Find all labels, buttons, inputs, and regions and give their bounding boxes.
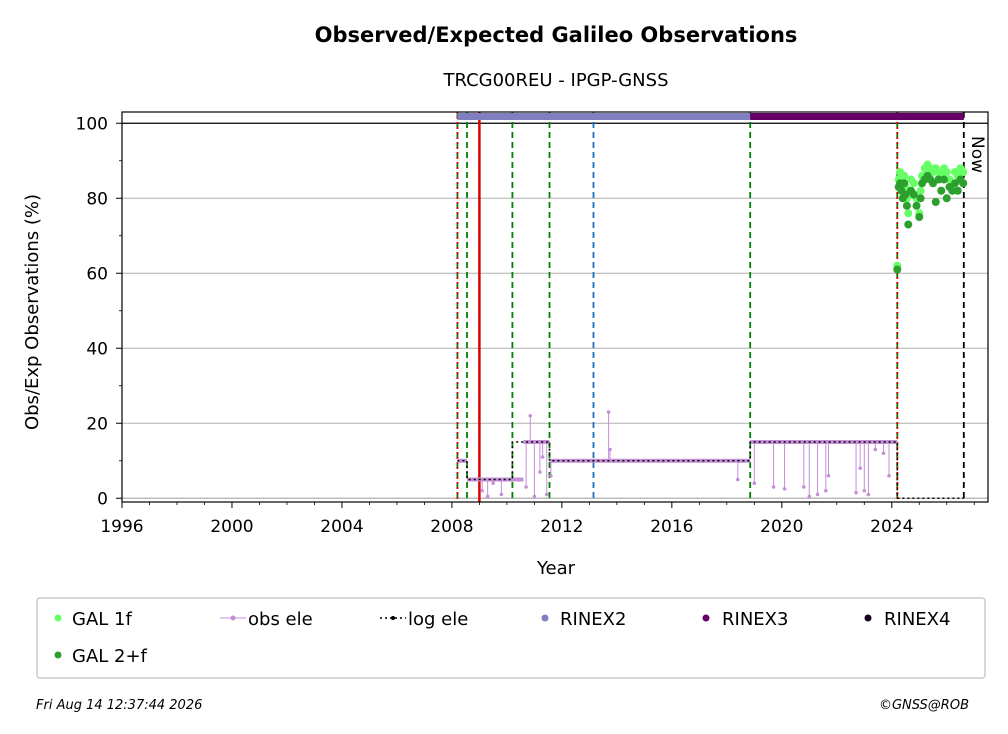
gal-2f-point [931, 198, 940, 206]
obs-ele-point [524, 485, 528, 489]
obs-ele-point [606, 410, 611, 414]
obs-ele-point [752, 481, 757, 486]
y-tick-label: 20 [86, 414, 108, 434]
legend-label-gal-1f: GAL 1f [72, 609, 132, 630]
gal-1f-point [942, 168, 951, 176]
obs-ele-point [485, 494, 490, 499]
chart-subtitle: TRCG00REU - IPGP-GNSS [442, 70, 668, 91]
legend-label-rinex2: RINEX2 [560, 609, 626, 630]
obs-ele-point [802, 485, 806, 489]
chart-title: Observed/Expected Galileo Observations [315, 23, 798, 47]
x-tick-label: 2020 [760, 517, 803, 537]
legend-marker-rinex3 [702, 614, 710, 622]
obs-ele-point [532, 494, 537, 499]
x-tick-label: 2012 [540, 517, 583, 537]
obs-ele-point [736, 477, 740, 482]
x-tick-label: 2008 [430, 517, 473, 537]
legend-marker-log-ele-dot [391, 616, 395, 620]
legend-label-gal-2f: GAL 2+f [72, 646, 148, 667]
obs-ele-point [866, 492, 871, 497]
x-tick-label: 2000 [210, 517, 253, 537]
legend-marker-rinex2 [541, 614, 549, 622]
gal-2f-point [893, 265, 902, 274]
gal-2f-point [948, 186, 957, 195]
log-ele-series [457, 441, 964, 500]
gal-2f-point [900, 179, 909, 188]
gal-2f-point [940, 175, 949, 184]
obs-ele-point [538, 470, 542, 474]
legend-label-rinex3: RINEX3 [722, 609, 788, 630]
legend-label-obs-ele: obs ele [248, 609, 313, 630]
log-ele-line [457, 441, 964, 500]
obs-ele-point [528, 413, 533, 418]
obs-ele-point [544, 492, 549, 497]
x-tick-label: 2024 [870, 517, 913, 537]
obs-ele-point [858, 466, 862, 471]
gal-1f-point [916, 186, 925, 195]
gal-2f-point [915, 213, 924, 221]
gal-series [893, 160, 968, 274]
y-tick-label: 60 [86, 264, 108, 284]
legend-marker-gal-1f [54, 614, 62, 622]
legend: GAL 1f GAL 2+f obs ele log ele RINEX2 RI… [36, 597, 986, 679]
obs-ele-point [823, 488, 828, 493]
y-tick-label: 40 [86, 339, 108, 359]
gal-2f-point [909, 190, 918, 199]
obs-ele-point [862, 488, 867, 493]
now-label: Now [967, 136, 987, 173]
obs-ele-point [782, 487, 787, 491]
gal-1f-point [900, 171, 909, 180]
obs-ele-point [499, 492, 504, 497]
x-tick-label: 2004 [320, 517, 363, 537]
footer-timestamp: Fri Aug 14 12:37:44 2026 [36, 698, 202, 713]
event-lines [456, 112, 965, 502]
obs-ele-point [807, 494, 812, 499]
y-tick-label: 0 [97, 489, 108, 509]
gal-2f-point [912, 201, 921, 210]
axes: 0 20 40 60 80 100 1996 2000 2004 2008 2012 2016 2020… [76, 114, 975, 537]
x-tick-label: 1996 [100, 517, 143, 537]
obs-ele-point [887, 473, 891, 478]
gal-2f-point [904, 220, 913, 229]
legend-marker-rinex4 [864, 614, 872, 622]
gal-1f-point [904, 209, 913, 218]
y-tick-label: 100 [76, 114, 108, 134]
legend-marker-gal-2f [54, 651, 62, 659]
obs-ele-point [881, 451, 886, 456]
legend-label-rinex4: RINEX4 [884, 609, 950, 630]
x-axis-label: Year [536, 558, 576, 579]
obs-ele-point [826, 473, 831, 478]
obs-ele-point [771, 485, 776, 489]
footer-copyright: ©GNSS@ROB [879, 698, 969, 713]
obs-ele-point [873, 447, 878, 452]
y-tick-label: 80 [86, 189, 108, 209]
obs-ele-point [815, 492, 820, 497]
gal-2f-point [937, 186, 946, 195]
obs-ele-point [549, 473, 553, 478]
gal-2f-point [902, 201, 911, 210]
gal-2f-point [959, 179, 968, 188]
obs-ele-point [540, 455, 545, 459]
gal-2f-point [934, 175, 943, 184]
legend-label-log-ele: log ele [408, 609, 468, 630]
gal-1f-point [909, 179, 918, 188]
obs-ele-point [491, 481, 495, 486]
gal-2f-point [916, 194, 925, 203]
y-axis-label: Obs/Exp Observations (%) [22, 194, 43, 430]
obs-ele-point [854, 490, 858, 495]
gal-2f-point [942, 194, 951, 203]
gal-2f-point [953, 186, 962, 195]
gridlines [122, 122, 988, 499]
legend-frame [36, 597, 986, 679]
obs-ele-point [480, 488, 484, 493]
legend-marker-obs-ele-dot [230, 615, 236, 621]
x-tick-label: 2016 [650, 517, 693, 537]
gal-1f-point [959, 168, 968, 176]
obs-ele-point [608, 447, 612, 452]
plot-area-frame [121, 111, 989, 503]
